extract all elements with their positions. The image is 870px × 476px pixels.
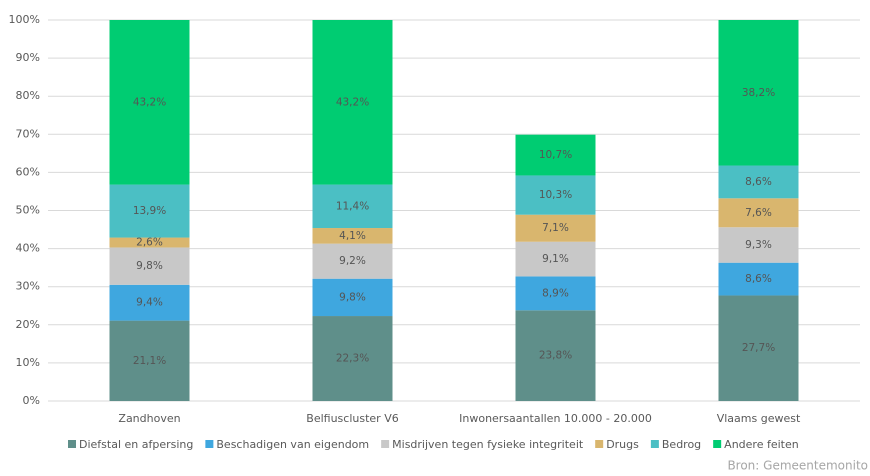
value-label: 43,2%: [336, 96, 369, 108]
bar-segment: [312, 278, 393, 317]
bar-segment: [515, 175, 596, 215]
value-label: 8,6%: [745, 273, 772, 285]
bar-segment: [718, 165, 799, 199]
source: Bron: Gemeentemonito: [727, 459, 868, 473]
legend-swatch: [595, 440, 604, 448]
bar-segment: [515, 214, 596, 242]
value-label: 38,2%: [742, 87, 775, 99]
bar-segment: [718, 20, 799, 166]
bar-segment: [312, 184, 393, 229]
y-tick-label: 60%: [16, 165, 40, 178]
value-label: 7,6%: [745, 207, 772, 219]
value-label: 4,1%: [339, 230, 366, 242]
value-label: 23,8%: [539, 350, 572, 362]
bar-segment: [515, 134, 596, 176]
y-tick-label: 40%: [16, 242, 40, 255]
value-label: 11,4%: [336, 200, 369, 212]
bar-segment: [515, 310, 596, 401]
bar-segment: [109, 320, 190, 401]
bar-segment: [109, 284, 190, 321]
value-label: 22,3%: [336, 353, 369, 365]
x-tick-label: Vlaams gewest: [717, 412, 801, 425]
value-label: 10,3%: [539, 189, 572, 201]
y-tick-label: 70%: [16, 127, 40, 140]
legend-swatch: [713, 440, 722, 448]
value-label: 10,7%: [539, 149, 572, 161]
bar-segment: [515, 276, 596, 311]
bar-segment: [718, 295, 799, 401]
value-label: 43,2%: [133, 96, 166, 108]
y-tick-label: 50%: [16, 204, 40, 217]
y-tick-label: 10%: [16, 356, 40, 369]
y-tick-label: 20%: [16, 318, 40, 331]
legend-label: Misdrijven tegen fysieke integriteit: [392, 438, 584, 451]
value-label: 9,2%: [339, 255, 366, 267]
x-tick-label: Belfiuscluster V6: [306, 412, 398, 425]
bar-segment: [312, 316, 393, 401]
value-label: 9,1%: [542, 253, 569, 265]
value-label: 9,3%: [745, 239, 772, 251]
value-label: 8,6%: [745, 176, 772, 188]
bar-segment: [718, 227, 799, 263]
y-tick-label: 0%: [23, 394, 40, 407]
legend-swatch: [68, 440, 76, 448]
value-label: 7,1%: [542, 222, 569, 234]
value-label: 9,8%: [136, 260, 163, 272]
legend-label: Beschadigen van eigendom: [216, 438, 369, 451]
legend-label: Diefstal en afpersing: [79, 438, 193, 451]
value-label: 27,7%: [742, 342, 775, 354]
legend-label: Drugs: [606, 438, 639, 451]
value-label: 13,9%: [133, 205, 166, 217]
bar-segment: [109, 184, 190, 238]
bar-segment: [718, 262, 799, 296]
bar-segment: [312, 228, 393, 244]
value-label: 9,4%: [136, 297, 163, 309]
x-tick-label: Inwonersaantallen 10.000 - 20.000: [459, 412, 652, 425]
legend-label: Bedrog: [662, 438, 701, 451]
legend-swatch: [205, 440, 214, 448]
y-tick-label: 90%: [16, 51, 40, 64]
value-label: 2,6%: [136, 237, 163, 249]
bar-segment: [109, 247, 190, 285]
y-tick-label: 30%: [16, 280, 40, 293]
legend-swatch: [650, 440, 659, 448]
legend-swatch: [381, 440, 390, 448]
bar-segment: [515, 241, 596, 277]
y-tick-label: 80%: [16, 89, 40, 102]
bar-segment: [109, 20, 190, 185]
bar-segment: [312, 243, 393, 279]
value-label: 8,9%: [542, 287, 569, 299]
value-label: 9,8%: [339, 291, 366, 303]
bar-segment: [312, 20, 393, 185]
bar-segment: [718, 198, 799, 228]
value-label: 21,1%: [133, 355, 166, 367]
x-tick-label: Zandhoven: [118, 412, 180, 425]
y-tick-label: 100%: [9, 13, 40, 26]
bar-segment: [109, 237, 190, 248]
legend-label: Andere feiten: [724, 438, 799, 451]
